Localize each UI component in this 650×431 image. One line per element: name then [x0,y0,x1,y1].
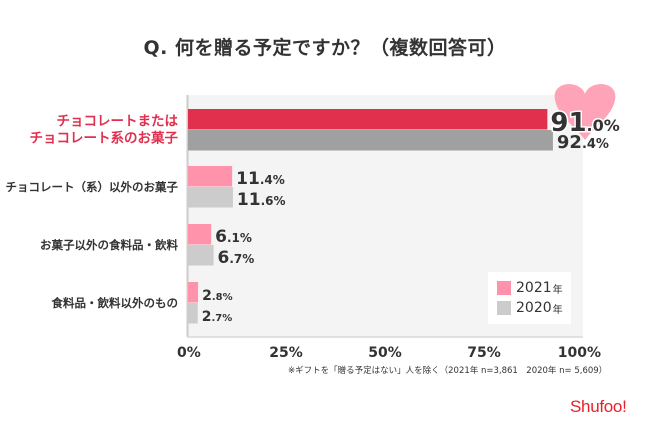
x-tick-label: 25% [269,345,303,361]
category-label: お菓子以外の食料品・飲料 [40,238,178,252]
value-label-2021: 11.4% [236,169,285,189]
bar-2020 [188,303,198,324]
value-label-2020: 11.6% [237,190,286,210]
x-tick-label: 100% [558,345,601,361]
value-label-2020: 2.7% [202,309,233,325]
bar-2020 [188,245,214,266]
legend-item-2021: 2021 年 [497,280,563,296]
shufoo-logo: Shufoo! [570,397,627,416]
category-label: 食料品・飲料以外のもの [52,296,179,310]
category-label: チョコレート系のお菓子 [30,130,179,147]
x-tick-label: 75% [467,345,501,361]
x-tick-label: 0% [177,345,201,361]
value-label-2020: 6.7% [218,248,255,268]
category-label: チョコレートまたは [57,114,179,130]
bar-2021 [188,224,212,245]
chart-title: Q. 何を贈る予定ですか？（複数回答可） [143,37,507,59]
legend-swatch-2021 [497,281,511,295]
legend: 2021 年 2020 年 [488,272,571,324]
legend-suffix-2020: 年 [552,304,563,316]
bar-2020 [188,187,233,208]
legend-swatch-2020 [497,301,511,315]
bar-2020 [188,130,553,151]
bar-2021 [188,109,548,130]
legend-label-2021: 2021 [516,280,552,296]
value-label-2020: 92.4% [557,132,609,153]
x-tick-label: 50% [368,345,402,361]
bar-2021 [188,166,233,187]
legend-suffix-2021: 年 [552,284,563,296]
legend-label-2020: 2020 [516,300,552,316]
value-label-2021: 6.1% [215,227,252,247]
category-label: チョコレート（系）以外のお菓子 [6,180,179,194]
value-label-2021: 91.0% [550,108,619,138]
legend-item-2020: 2020 年 [497,300,563,316]
heart-icon [554,84,616,140]
footnote: ※ギフトを「贈る予定はない」人を除く（2021年 n=3,861 2020年 n… [288,366,608,376]
value-label-2021: 2.8% [202,288,233,304]
bar-2021 [188,282,199,303]
